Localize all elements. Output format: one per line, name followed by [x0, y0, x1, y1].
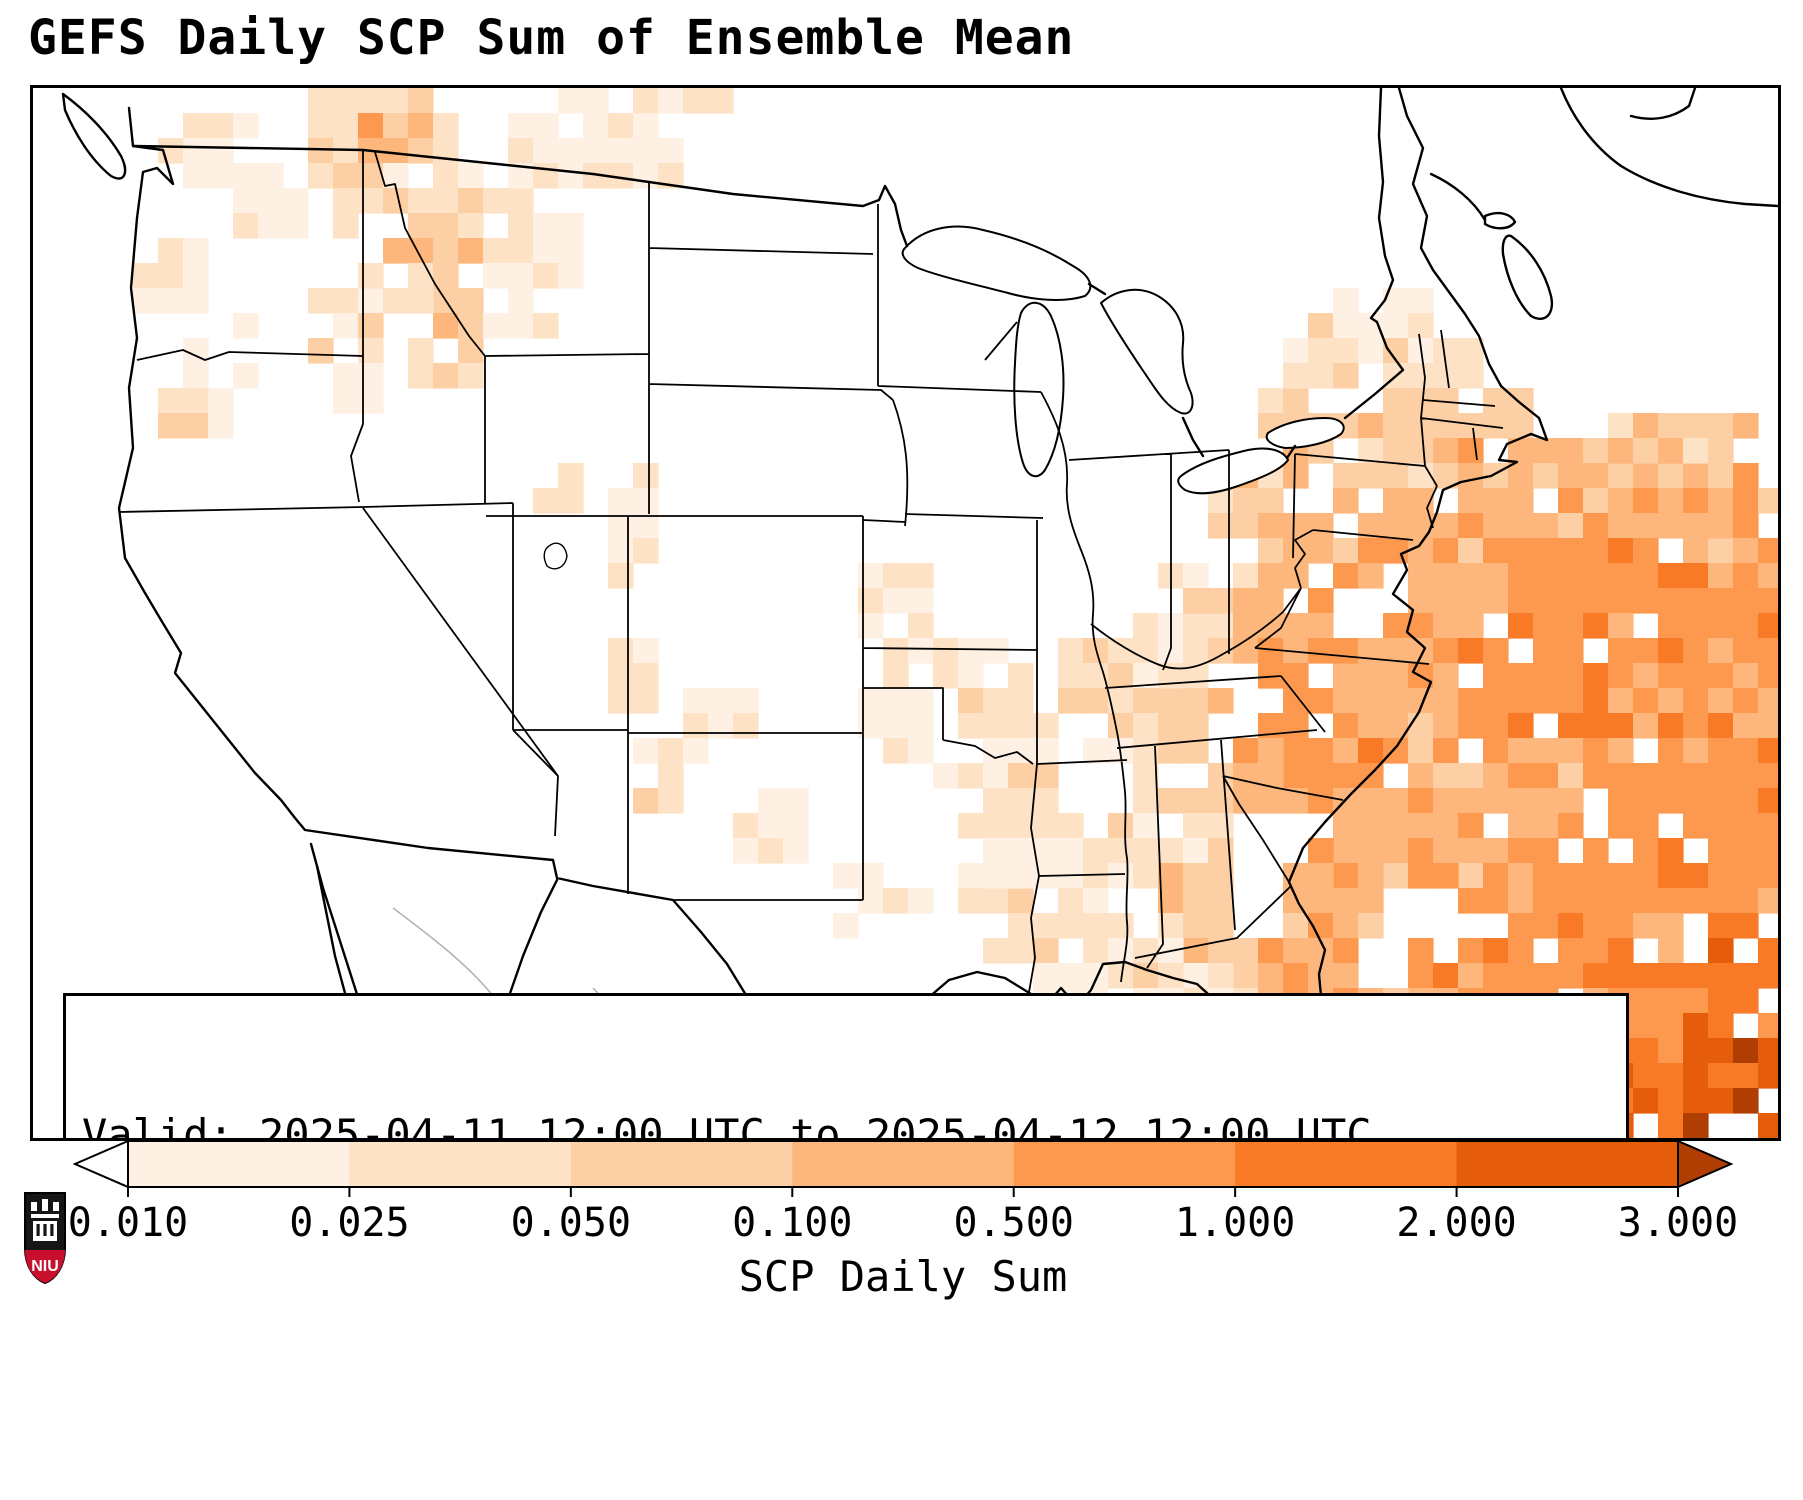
- figure-title: GEFS Daily SCP Sum of Ensemble Mean: [28, 10, 1075, 66]
- colorbar-tick-label: 3.000: [1617, 1200, 1739, 1246]
- colorbar-outline: [127, 1140, 1679, 1188]
- valid-time-text: Valid: 2025-04-11 12:00 UTC to 2025-04-1…: [82, 1110, 1372, 1141]
- great-salt-lake: [543, 542, 568, 570]
- colorbar-tick-marks: [127, 1187, 1679, 1197]
- lake-michigan: [1013, 301, 1065, 478]
- colorbar-tick-label: 0.050: [510, 1200, 632, 1246]
- colorbar-tick-label: 1.000: [1174, 1200, 1296, 1246]
- lake-huron: [1099, 288, 1194, 415]
- forecast-info-box: Valid: 2025-04-11 12:00 UTC to 2025-04-1…: [63, 993, 1629, 1141]
- canada-border: [131, 88, 1405, 460]
- colorbar-over-arrow: [1677, 1140, 1733, 1189]
- colorbar-tick-label: 0.100: [732, 1200, 853, 1246]
- colorbar-label: SCP Daily Sum: [738, 1252, 1068, 1301]
- colorbar: [73, 1140, 1733, 1197]
- colorbar-under-arrow: [73, 1140, 129, 1189]
- niu-shield-icon: NIU: [24, 1192, 66, 1285]
- conus-map: [61, 88, 1778, 1138]
- colorbar-tick-label: 0.010: [67, 1200, 189, 1246]
- state-borders: [118, 150, 1504, 993]
- colorbar-tick-label: 2.000: [1396, 1200, 1517, 1246]
- atlantic-canada-coast: [1429, 88, 1778, 320]
- map-panel: Valid: 2025-04-11 12:00 UTC to 2025-04-1…: [30, 85, 1781, 1141]
- colorbar-tick-label: 0.025: [289, 1200, 410, 1246]
- niu-logo-text: NIU: [31, 1258, 59, 1275]
- lake-erie: [1177, 447, 1290, 495]
- colorbar-tick-labels: 0.010 0.025 0.050 0.100 0.500 1.000 2.000 3.000: [68, 1200, 1738, 1252]
- scp-heatmap-layer: [133, 88, 1778, 1138]
- colorbar-segments: [128, 1141, 1679, 1187]
- niu-logo: NIU: [22, 1190, 68, 1290]
- colorbar-tick-label: 0.500: [953, 1200, 1074, 1246]
- great-lakes: [543, 225, 1345, 570]
- vancouver-island: [61, 92, 127, 180]
- lake-superior: [901, 225, 1092, 301]
- lake-ontario: [1265, 416, 1345, 450]
